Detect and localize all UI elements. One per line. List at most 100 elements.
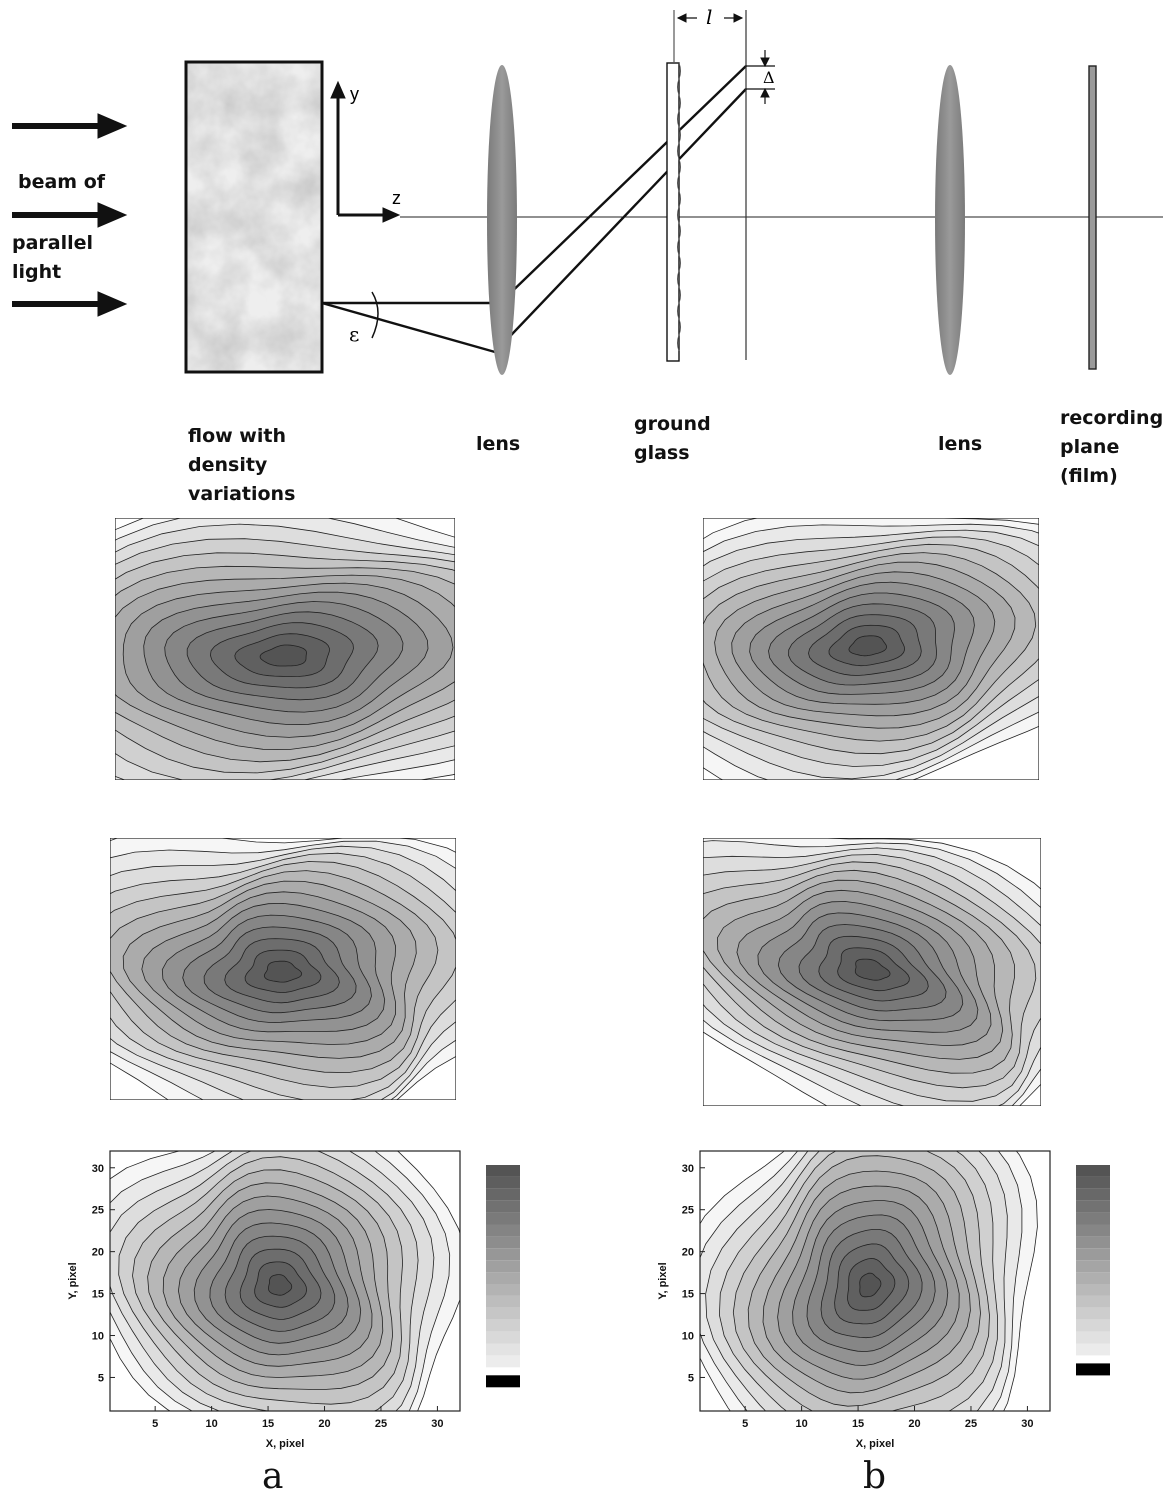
contour-a-bottom: 5 10 15 20 25 30 5 10 15 20 25 30 X, pixel Y, pixel 1,… bbox=[67, 1150, 520, 1450]
legend-swatch bbox=[1076, 1331, 1110, 1344]
legend-swatch bbox=[1076, 1165, 1110, 1177]
legend-swatch bbox=[486, 1319, 520, 1332]
legend-swatch bbox=[486, 1200, 520, 1213]
x-tick-label: 15 bbox=[262, 1418, 274, 1430]
x-tick-label: 25 bbox=[965, 1418, 977, 1430]
optical-schematic: y z ε l Δ bbox=[12, 5, 1163, 375]
y-tick-label: 20 bbox=[92, 1247, 104, 1259]
contour-b-bottom-contours bbox=[700, 1151, 1050, 1411]
contour-b-middle bbox=[703, 838, 1041, 1106]
legend-swatch bbox=[1076, 1200, 1110, 1213]
legend-swatch bbox=[486, 1355, 520, 1368]
distance-marker bbox=[676, 13, 744, 23]
contour-b-top-level-13 bbox=[848, 635, 888, 657]
y-tick-label: 25 bbox=[92, 1205, 104, 1217]
x-tick-label: 20 bbox=[318, 1418, 330, 1430]
contour-b-top-contours bbox=[703, 518, 1039, 780]
parallel-light-label: parallel light bbox=[12, 232, 94, 283]
legend-swatch bbox=[486, 1188, 520, 1201]
axis-z-label: z bbox=[392, 188, 401, 208]
legend-swatch bbox=[1076, 1363, 1110, 1376]
light-rays bbox=[321, 65, 747, 354]
y-tick-label: 5 bbox=[98, 1372, 104, 1384]
y-tick-label: 30 bbox=[682, 1163, 694, 1175]
contour-a-bottom-ticks: 5 10 15 20 25 30 5 10 15 20 25 30 bbox=[92, 1163, 444, 1430]
epsilon-arc bbox=[371, 291, 379, 339]
y-axis-label: Y, pixel bbox=[657, 1262, 669, 1299]
y-tick-label: 15 bbox=[92, 1289, 104, 1301]
legend-swatch bbox=[486, 1343, 520, 1356]
legend-swatch bbox=[486, 1375, 520, 1388]
legend-swatch bbox=[486, 1295, 520, 1308]
legend-swatch bbox=[1076, 1176, 1110, 1189]
contour-a-middle bbox=[110, 838, 456, 1100]
legend-swatch bbox=[1076, 1272, 1110, 1284]
y-tick-label: 10 bbox=[92, 1331, 104, 1343]
legend-swatch bbox=[486, 1212, 520, 1225]
contour-a-middle-level-13 bbox=[263, 960, 303, 983]
contour-a-bottom-contours bbox=[110, 1151, 460, 1411]
delta-marker bbox=[746, 50, 775, 104]
x-axis-label: X, pixel bbox=[266, 1438, 305, 1450]
legend-swatch bbox=[1076, 1284, 1110, 1296]
legend-swatch bbox=[486, 1165, 520, 1177]
flow-label: flow with density variations bbox=[188, 425, 296, 505]
x-tick-label: 30 bbox=[431, 1418, 443, 1430]
legend-swatch bbox=[486, 1284, 520, 1296]
legend-swatch bbox=[486, 1331, 520, 1344]
y-tick-label: 10 bbox=[682, 1331, 694, 1343]
x-tick-label: 5 bbox=[152, 1418, 158, 1430]
y-tick-label: 5 bbox=[688, 1372, 694, 1384]
contour-a-bottom-level-13 bbox=[267, 1274, 293, 1296]
contour-b-middle-contours bbox=[703, 838, 1041, 1106]
y-tick-label: 25 bbox=[682, 1205, 694, 1217]
legend-swatch bbox=[1076, 1260, 1110, 1273]
x-tick-label: 10 bbox=[795, 1418, 807, 1430]
panel-label-b: b bbox=[863, 1456, 887, 1497]
contour-a-middle-contours bbox=[110, 838, 456, 1100]
x-tick-label: 15 bbox=[852, 1418, 864, 1430]
legend-swatch bbox=[1076, 1343, 1110, 1356]
ground-glass-label: ground glass bbox=[634, 413, 711, 464]
contour-a-top bbox=[115, 518, 455, 780]
lens-1 bbox=[487, 65, 517, 375]
lens2-label: lens bbox=[938, 433, 983, 455]
x-tick-label: 25 bbox=[375, 1418, 387, 1430]
legend-swatch bbox=[486, 1307, 520, 1320]
epsilon-label: ε bbox=[349, 322, 359, 346]
legend-swatch bbox=[1076, 1295, 1110, 1308]
contour-a-top-contours bbox=[115, 518, 455, 780]
contour-a-top-level-13 bbox=[259, 644, 307, 667]
recording-plane bbox=[1088, 65, 1097, 370]
y-tick-label: 30 bbox=[92, 1163, 104, 1175]
legend-swatch bbox=[486, 1236, 520, 1249]
beam-label: beam of bbox=[18, 171, 106, 193]
legend-swatch bbox=[486, 1248, 520, 1261]
legend-swatch bbox=[1076, 1248, 1110, 1261]
y-tick-label: 15 bbox=[682, 1289, 694, 1301]
distance-l-label: l bbox=[706, 5, 712, 29]
lens1-label: lens bbox=[476, 433, 521, 455]
contour-b-middle-level-13 bbox=[854, 958, 891, 981]
axis-y-label: y bbox=[350, 84, 359, 104]
contour-b-bottom-ticks: 5 10 15 20 25 30 5 10 15 20 25 30 bbox=[682, 1163, 1034, 1430]
x-tick-label: 10 bbox=[205, 1418, 217, 1430]
legend-swatch bbox=[486, 1272, 520, 1284]
delta-label: Δ bbox=[763, 68, 775, 87]
legend-swatch bbox=[1076, 1188, 1110, 1201]
coordinate-axes bbox=[330, 80, 401, 223]
contour-b-bottom-level-13 bbox=[859, 1272, 882, 1298]
legend-swatch bbox=[1076, 1319, 1110, 1332]
x-tick-label: 30 bbox=[1021, 1418, 1033, 1430]
legend-swatch bbox=[1076, 1307, 1110, 1320]
x-axis-label: X, pixel bbox=[856, 1438, 895, 1450]
contour-b-bottom-legend: 1,00,950,900,850,800,750,700,650,600,550… bbox=[1076, 1165, 1110, 1376]
y-axis-label: Y, pixel bbox=[67, 1262, 79, 1299]
legend-swatch bbox=[486, 1176, 520, 1189]
panel-label-a: a bbox=[262, 1456, 284, 1497]
legend-swatch bbox=[486, 1260, 520, 1273]
contour-a-bottom-legend: 1,00,990,970,950,930,910,890,860,840,820… bbox=[486, 1165, 520, 1388]
y-tick-label: 20 bbox=[682, 1247, 694, 1259]
contour-b-top bbox=[703, 518, 1039, 780]
